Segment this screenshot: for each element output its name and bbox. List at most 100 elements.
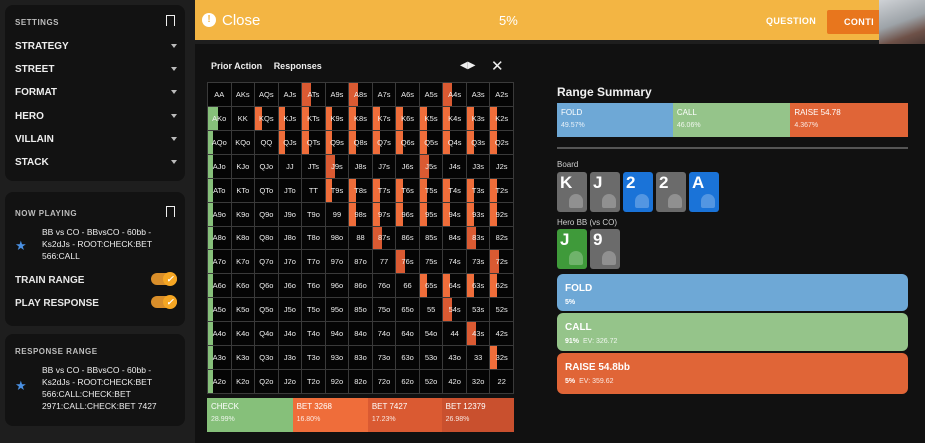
hand-cell[interactable]: KQo (231, 130, 255, 154)
hand-cell[interactable]: JTo (278, 178, 302, 202)
hand-cell[interactable]: A3o (208, 346, 231, 370)
hand-cell[interactable]: KTs (302, 106, 325, 130)
hand-cell[interactable]: J6o (278, 274, 302, 298)
hand-cell[interactable]: 64o (396, 322, 419, 346)
hand-cell[interactable]: 53o (419, 346, 443, 370)
hand-cell[interactable]: 32o (466, 370, 490, 393)
hand-cell[interactable]: J3o (278, 346, 302, 370)
hand-cell[interactable]: Q4s (443, 130, 466, 154)
raise-action-button[interactable]: RAISE 54.8bb 5% EV: 359.62 (557, 353, 908, 394)
hand-cell[interactable]: 88 (349, 226, 372, 250)
hand-cell[interactable]: J9o (278, 202, 302, 226)
hand-cell[interactable]: AJo (208, 154, 231, 178)
hand-cell[interactable]: Q5o (255, 298, 278, 322)
hand-cell[interactable]: 94s (443, 202, 466, 226)
hand-cell[interactable]: A7o (208, 250, 231, 274)
hand-cell[interactable]: T7s (372, 178, 396, 202)
hand-cell[interactable]: K2s (490, 106, 513, 130)
hand-cell[interactable]: 54o (419, 322, 443, 346)
hand-cell[interactable]: K9s (325, 106, 349, 130)
hand-cell[interactable]: A7s (372, 83, 396, 106)
hand-cell[interactable]: A4s (443, 83, 466, 106)
hand-cell[interactable]: 43o (443, 346, 466, 370)
hand-cell[interactable]: 72s (490, 250, 513, 274)
hand-cell[interactable]: 87s (372, 226, 396, 250)
close-icon[interactable]: ✕ (491, 58, 504, 75)
hand-cell[interactable]: JJ (278, 154, 302, 178)
hand-cell[interactable]: 52o (419, 370, 443, 393)
hand-cell[interactable]: 43s (466, 322, 490, 346)
hand-cell[interactable]: 82o (349, 370, 372, 393)
hand-cell[interactable]: Q4o (255, 322, 278, 346)
hand-cell[interactable]: T3s (466, 178, 490, 202)
hand-cell[interactable]: T3o (302, 346, 325, 370)
hand-cell[interactable]: 93s (466, 202, 490, 226)
bookmark-icon[interactable] (166, 206, 175, 220)
hand-cell[interactable]: J9s (325, 154, 349, 178)
hand-cell[interactable]: 65o (396, 298, 419, 322)
hand-cell[interactable]: KJs (278, 106, 302, 130)
hand-cell[interactable]: QTo (255, 178, 278, 202)
hand-cell[interactable]: 96o (325, 274, 349, 298)
hand-cell[interactable]: 72o (372, 370, 396, 393)
hand-cell[interactable]: QJo (255, 154, 278, 178)
hand-cell[interactable]: AQo (208, 130, 231, 154)
hand-cell[interactable]: Q3o (255, 346, 278, 370)
train-range-toggle[interactable] (151, 272, 177, 286)
hand-cell[interactable]: J8s (349, 154, 372, 178)
hand-cell[interactable]: T5o (302, 298, 325, 322)
hand-cell[interactable]: KK (231, 106, 255, 130)
hand-cell[interactable]: Q2o (255, 370, 278, 393)
tab-prior-action[interactable]: Prior Action (211, 61, 263, 71)
fold-action-button[interactable]: FOLD 5% (557, 274, 908, 311)
hand-cell[interactable]: Q9s (325, 130, 349, 154)
close-button[interactable]: Close (222, 12, 261, 29)
hand-cell[interactable]: Q6o (255, 274, 278, 298)
call-action-button[interactable]: CALL 91% EV: 326.72 (557, 313, 908, 351)
hand-cell[interactable]: A4o (208, 322, 231, 346)
hand-cell[interactable]: 44 (443, 322, 466, 346)
hand-cell[interactable]: AQs (255, 83, 278, 106)
hand-cell[interactable]: QQ (255, 130, 278, 154)
hand-cell[interactable]: K5s (419, 106, 443, 130)
hand-cell[interactable]: ATo (208, 178, 231, 202)
hand-cell[interactable]: 98s (349, 202, 372, 226)
hand-cell[interactable]: Q2s (490, 130, 513, 154)
question-button[interactable]: QUESTION (766, 16, 817, 26)
hand-cell[interactable]: 64s (443, 274, 466, 298)
hand-cell[interactable]: 55 (419, 298, 443, 322)
hand-cell[interactable]: Q8o (255, 226, 278, 250)
hand-cell[interactable]: K6s (396, 106, 419, 130)
hand-cell[interactable]: 65s (419, 274, 443, 298)
hand-cell[interactable]: K2o (231, 370, 255, 393)
hand-cell[interactable]: T4s (443, 178, 466, 202)
hand-cell[interactable]: 42s (490, 322, 513, 346)
info-icon[interactable]: ! (202, 13, 216, 27)
hand-cell[interactable]: T9s (325, 178, 349, 202)
hand-cell[interactable]: J7s (372, 154, 396, 178)
hand-cell[interactable]: KQs (255, 106, 278, 130)
hand-cell[interactable]: K8o (231, 226, 255, 250)
menu-strategy[interactable]: STRATEGY (15, 41, 177, 52)
hand-cell[interactable]: J2o (278, 370, 302, 393)
hand-cell[interactable]: A5s (419, 83, 443, 106)
hand-cell[interactable]: Q6s (396, 130, 419, 154)
hand-cell[interactable]: A6s (396, 83, 419, 106)
hand-cell[interactable]: J8o (278, 226, 302, 250)
menu-stack[interactable]: STACK (15, 157, 177, 168)
hand-cell[interactable]: K4o (231, 322, 255, 346)
hand-cell[interactable]: 84o (349, 322, 372, 346)
hand-cell[interactable]: T4o (302, 322, 325, 346)
hand-cell[interactable]: A8o (208, 226, 231, 250)
hand-cell[interactable]: AA (208, 83, 231, 106)
hand-cell[interactable]: Q9o (255, 202, 278, 226)
hand-cell[interactable]: 84s (443, 226, 466, 250)
hand-cell[interactable]: K4s (443, 106, 466, 130)
hand-cell[interactable]: T7o (302, 250, 325, 274)
hand-cell[interactable]: A8s (349, 83, 372, 106)
hand-cell[interactable]: K9o (231, 202, 255, 226)
hand-cell[interactable]: J6s (396, 154, 419, 178)
menu-villain[interactable]: VILLAIN (15, 134, 177, 145)
hand-cell[interactable]: 74s (443, 250, 466, 274)
hand-cell[interactable]: K5o (231, 298, 255, 322)
